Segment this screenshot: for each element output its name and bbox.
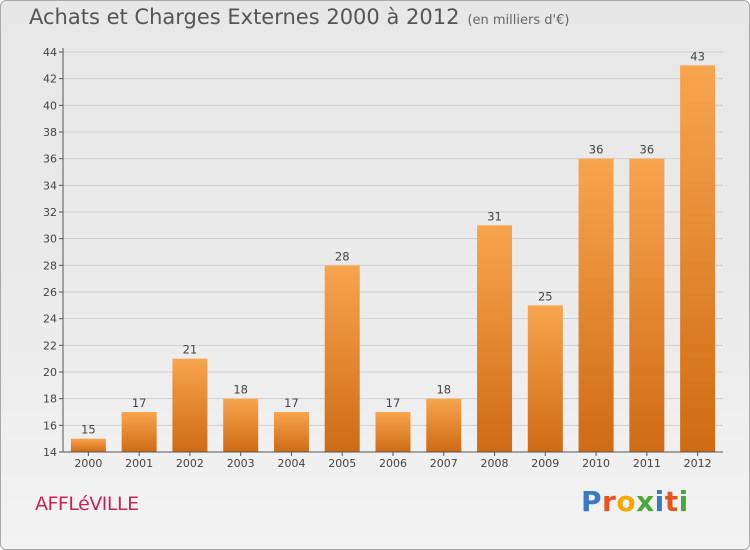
y-tick-label: 24 bbox=[43, 313, 57, 326]
chart-title: Achats et Charges Externes 2000 à 2012 (e… bbox=[29, 5, 569, 29]
y-tick-label: 32 bbox=[43, 206, 57, 219]
x-tick-label: 2012 bbox=[684, 457, 712, 470]
data-label: 17 bbox=[386, 396, 401, 410]
data-label: 21 bbox=[183, 343, 198, 357]
x-tick-label: 2001 bbox=[125, 457, 153, 470]
y-tick-label: 20 bbox=[43, 366, 57, 379]
labels: 14 16 18 20 22 24 26 28 30 32 34 36 38 40 42 44 15 2000 17… bbox=[43, 46, 712, 470]
data-label: 31 bbox=[487, 209, 502, 223]
y-tick-label: 22 bbox=[43, 339, 57, 352]
x-tick-label: 2000 bbox=[74, 457, 102, 470]
y-tick-label: 18 bbox=[43, 393, 57, 406]
logo-letter: P bbox=[581, 485, 603, 518]
logo-letter: i bbox=[678, 485, 689, 518]
data-label: 17 bbox=[132, 396, 147, 410]
data-label: 17 bbox=[284, 396, 299, 410]
x-tick-label: 2003 bbox=[227, 457, 255, 470]
bar bbox=[578, 158, 614, 452]
data-label: 36 bbox=[640, 143, 655, 157]
bar bbox=[477, 225, 513, 452]
y-tick-label: 14 bbox=[43, 446, 57, 459]
bar bbox=[426, 398, 462, 452]
x-tick-label: 2008 bbox=[481, 457, 509, 470]
data-label: 15 bbox=[81, 423, 96, 437]
bar bbox=[121, 412, 157, 452]
chart-title-text: Achats et Charges Externes 2000 à 2012 bbox=[29, 5, 460, 29]
y-tick-label: 44 bbox=[43, 46, 57, 59]
logo-letter: x bbox=[636, 485, 655, 518]
axes bbox=[59, 48, 723, 456]
data-label: 36 bbox=[589, 143, 604, 157]
y-tick-label: 36 bbox=[43, 153, 57, 166]
x-tick-label: 2011 bbox=[633, 457, 661, 470]
bar bbox=[375, 412, 411, 452]
bar bbox=[70, 438, 106, 452]
x-tick-label: 2009 bbox=[531, 457, 559, 470]
data-label: 25 bbox=[538, 289, 553, 303]
x-tick-label: 2010 bbox=[582, 457, 610, 470]
bar bbox=[527, 305, 563, 452]
y-tick-label: 42 bbox=[43, 73, 57, 86]
y-tick-label: 34 bbox=[43, 179, 57, 192]
data-label: 28 bbox=[335, 249, 350, 263]
chart-unit-note: (en milliers d'€) bbox=[467, 13, 570, 28]
town-name: AFFLéVILLE bbox=[35, 493, 139, 515]
bars bbox=[70, 65, 716, 452]
y-tick-label: 30 bbox=[43, 233, 57, 246]
x-tick-label: 2004 bbox=[277, 457, 305, 470]
logo-letter: o bbox=[616, 485, 637, 518]
logo-letter: t bbox=[664, 485, 679, 518]
data-label: 18 bbox=[233, 383, 248, 397]
y-tick-label: 40 bbox=[43, 99, 57, 112]
bar bbox=[223, 398, 259, 452]
proxiti-logo: Proxiti bbox=[581, 485, 689, 518]
logo-letter: r bbox=[602, 485, 617, 518]
bar bbox=[172, 358, 208, 452]
logo-letter: i bbox=[654, 485, 665, 518]
data-label: 18 bbox=[436, 383, 451, 397]
y-tick-label: 28 bbox=[43, 259, 57, 272]
grid-lines bbox=[63, 51, 723, 426]
y-tick-label: 16 bbox=[43, 419, 57, 432]
bar bbox=[629, 158, 665, 452]
y-tick-label: 26 bbox=[43, 286, 57, 299]
y-tick-label: 38 bbox=[43, 126, 57, 139]
x-tick-label: 2007 bbox=[430, 457, 458, 470]
bar bbox=[680, 65, 716, 452]
bar bbox=[273, 412, 309, 452]
bar bbox=[324, 265, 360, 452]
data-label: 43 bbox=[690, 49, 705, 63]
x-tick-label: 2006 bbox=[379, 457, 407, 470]
x-tick-label: 2002 bbox=[176, 457, 204, 470]
x-tick-label: 2005 bbox=[328, 457, 356, 470]
